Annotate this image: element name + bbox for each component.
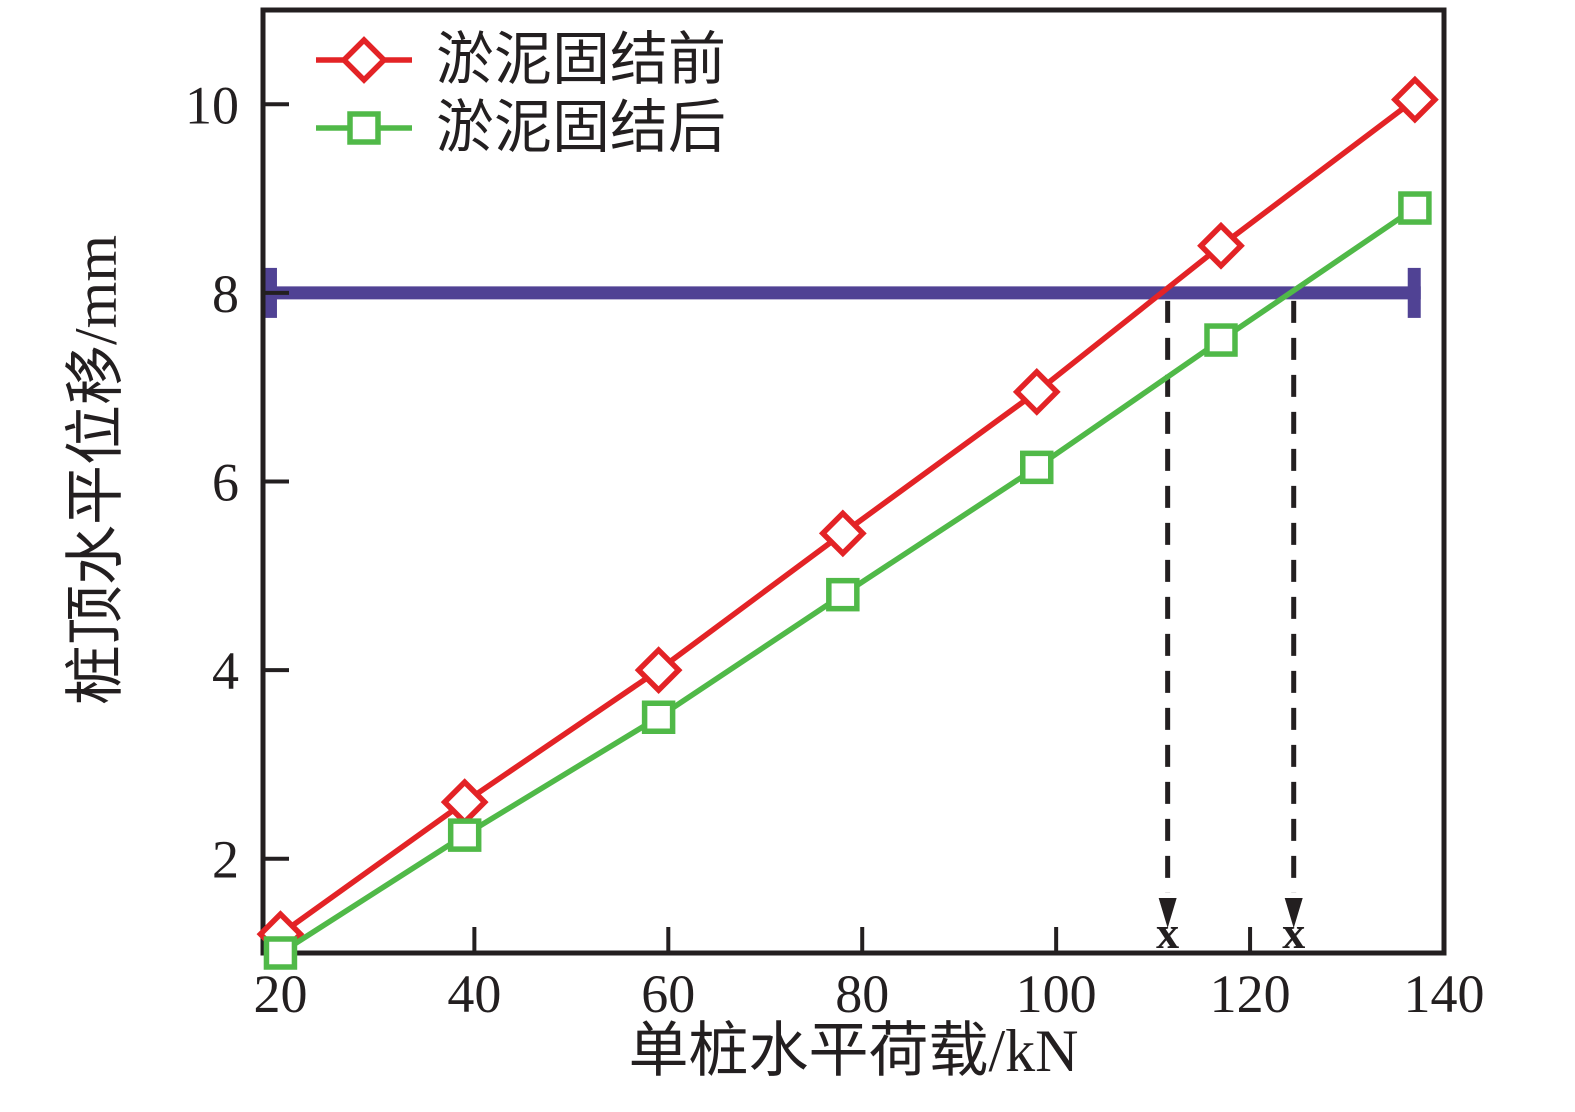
x-axis-title: 单桩水平荷载/kN	[628, 1018, 1079, 1084]
legend-marker-glyph	[316, 111, 412, 145]
y-tick-label: 8	[212, 264, 239, 324]
legend-square-marker-icon	[316, 100, 412, 156]
legend-label-after-consolidation: 淤泥固结后	[436, 95, 727, 160]
x-tick-label: 140	[1404, 964, 1485, 1024]
y-tick-label: 6	[212, 453, 239, 513]
reference-line-right-cap	[1407, 267, 1421, 318]
data-point-square	[1204, 323, 1238, 357]
data-point-diamond	[440, 778, 489, 827]
data-point-square	[447, 818, 482, 852]
y-tick-label: 2	[212, 830, 239, 890]
y-tick-label: 4	[212, 641, 239, 701]
dashed-guide-arrow-icon	[1158, 898, 1177, 928]
crossing-label-1: x	[1156, 907, 1179, 958]
legend-marker-glyph	[316, 36, 412, 84]
legend-diamond-shape	[340, 36, 388, 84]
data-point-diamond	[634, 646, 683, 694]
legend-square-shape	[347, 111, 381, 145]
data-point-square	[263, 936, 298, 970]
x-tick-label: 60	[641, 964, 695, 1024]
x-tick-label: 80	[835, 964, 889, 1024]
legend-label-before-consolidation: 淤泥固结前	[436, 27, 727, 92]
y-axis-title: 桩顶水平位移/mm	[63, 234, 129, 706]
x-tick-label: 100	[1016, 964, 1097, 1024]
legend-diamond-marker-icon	[316, 32, 412, 88]
data-point-square	[1398, 191, 1432, 225]
plot-frame	[260, 7, 1447, 956]
data-point-square	[1020, 450, 1054, 485]
y-tick-label: 10	[185, 75, 239, 135]
dashed-guide-arrow-icon	[1284, 898, 1303, 928]
legend-item-after-consolidation: 淤泥固结后	[316, 94, 726, 162]
data-point-diamond	[1197, 221, 1245, 270]
x-tick-label: 120	[1210, 964, 1291, 1024]
crossing-label-2: x	[1282, 907, 1305, 958]
data-point-diamond	[1391, 75, 1439, 124]
data-point-diamond	[1012, 368, 1061, 416]
chart-legend: 淤泥固结前 淤泥固结后	[316, 26, 726, 162]
legend-item-before-consolidation: 淤泥固结前	[316, 26, 726, 94]
data-point-diamond	[818, 509, 867, 558]
data-point-square	[641, 700, 676, 734]
data-point-square	[826, 577, 860, 612]
x-tick-label: 40	[447, 964, 501, 1024]
x-tick-label: 20	[253, 964, 307, 1024]
